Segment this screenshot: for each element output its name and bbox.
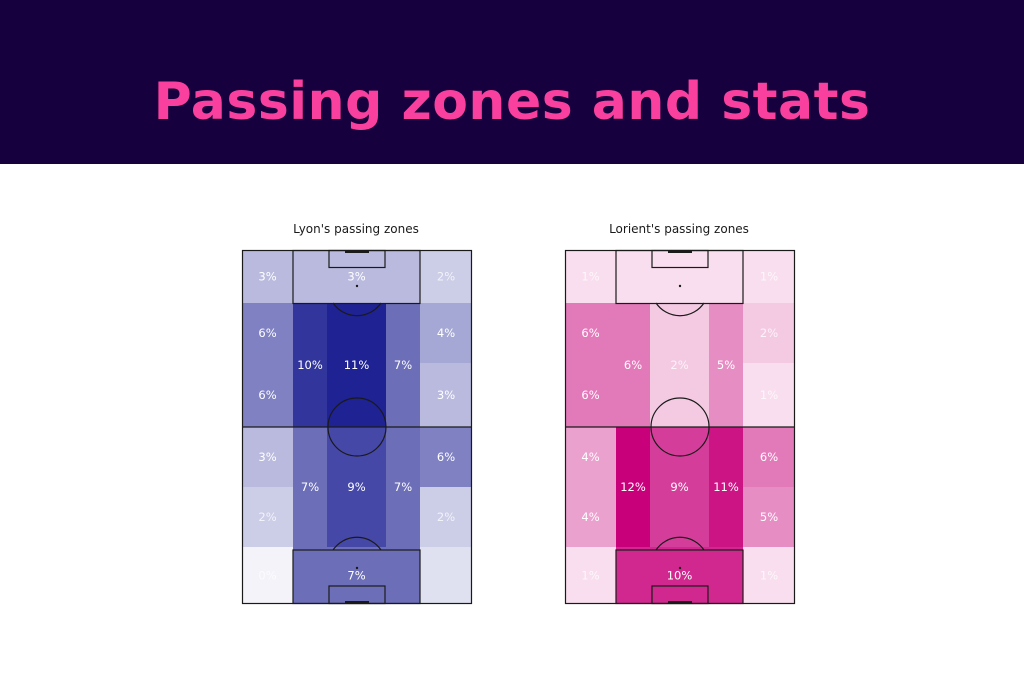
- lyon-0-zone-label: 7%: [347, 569, 365, 583]
- lorient-pitch-chart: 1% 1% 6% 2% 6% 1% 6% 2% 5% 12% 9% 11% 4% 6% 4% 5% 1% 10% 1…: [564, 249, 796, 605]
- lorient-1-bottom-penalty-spot: [678, 566, 682, 570]
- lorient-1-top-penalty-spot: [678, 284, 682, 288]
- lorient-1-zone-label: 1%: [760, 270, 778, 284]
- lorient-1-zone-bottom-half-half-space-left: [616, 427, 650, 547]
- lorient-1-zone-top-third-1-wide-right: [743, 250, 795, 303]
- lyon-0-zone-label: 4%: [437, 326, 455, 340]
- lorient-1-zone-top-third-3-wide-right: [743, 363, 795, 427]
- lorient-1-pitch-lines: [564, 249, 796, 605]
- lorient-1-zone-bottom-third-1-wide-left: [565, 427, 616, 487]
- lyon-0-zone-label: 7%: [394, 480, 412, 494]
- lyon-0-zone-label: 6%: [258, 326, 276, 340]
- lorient-1-zone-top-half-half-space-left: [616, 303, 650, 427]
- lorient-1-zone-label: 1%: [760, 388, 778, 402]
- lyon-0-zone-label: 2%: [258, 510, 276, 524]
- lyon-0-zone-label: 0%: [258, 569, 276, 583]
- lyon-0-zone-label: 2%: [437, 270, 455, 284]
- lyon-0-zone-bottom-third-2-wide-right: [420, 487, 472, 547]
- lorient-1-zone-label: 1%: [581, 270, 599, 284]
- lorient-1-centre-circle: [650, 397, 710, 457]
- lyon-pitch-chart: 3% 3% 2% 6% 4% 6% 3% 10% 11% 7% 7% 9% 7% 3% 6% 2% 2% 0% 7%: [241, 249, 473, 605]
- lorient-1-zone-top-third-1-centre: [616, 250, 743, 303]
- lyon-0-zone-bottom-third-3-wide-left: [242, 547, 293, 604]
- lyon-0-pitch-lines: [241, 249, 473, 605]
- lyon-0-zone-labels: 3% 3% 2% 6% 4% 6% 3% 10% 11% 7% 7% 9% 7% 3% 6% 2% 2% 0% 7%: [258, 270, 455, 583]
- lorient-1-zone-labels: 1% 1% 6% 2% 6% 1% 6% 2% 5% 12% 9% 11% 4% 6% 4% 5% 1% 10% 1…: [581, 270, 778, 583]
- lyon-0-zone-label: 3%: [437, 388, 455, 402]
- lorient-1-zone-label: 2%: [670, 358, 688, 372]
- lyon-0-zone-label: 6%: [258, 388, 276, 402]
- lyon-0-zone-label: 3%: [258, 450, 276, 464]
- lorient-1-zone-label: 5%: [760, 510, 778, 524]
- lyon-0-zone-bottom-third-3-wide-right: [420, 547, 472, 604]
- lyon-0-top-penalty-arc: [332, 302, 382, 317]
- lyon-0-zone-label: 3%: [258, 270, 276, 284]
- lyon-0-zone-label: 6%: [437, 450, 455, 464]
- lyon-0-zone-label: 7%: [301, 480, 319, 494]
- lorient-1-zone-top-third-2-wide-left: [565, 303, 616, 363]
- lorient-1-zones: [565, 250, 795, 604]
- lyon-0-zone-label: 2%: [437, 510, 455, 524]
- lyon-0-top-penalty-spot: [355, 284, 359, 288]
- lorient-1-zone-label: 11%: [713, 480, 739, 494]
- lyon-0-zone-top-third-3-wide-left: [242, 363, 293, 427]
- lyon-0-bottom-penalty-arc: [332, 536, 382, 551]
- lorient-1-zone-label: 10%: [667, 569, 693, 583]
- lyon-0-zone-bottom-third-1-wide-right: [420, 427, 472, 487]
- lorient-1-zone-label: 4%: [581, 510, 599, 524]
- page-title: Passing zones and stats: [153, 72, 871, 132]
- lorient-1-zone-top-third-3-wide-left: [565, 363, 616, 427]
- lyon-0-zone-top-third-1-wide-left: [242, 250, 293, 303]
- lyon-0-zone-bottom-half-half-space-left: [293, 427, 327, 547]
- lyon-0-zone-bottom-third-3-centre: [293, 547, 420, 604]
- lorient-1-zone-top-third-1-wide-left: [565, 250, 616, 303]
- lorient-1-zone-label: 6%: [581, 388, 599, 402]
- lorient-1-top-penalty-arc: [655, 302, 705, 317]
- lyon-0-zone-label: 7%: [394, 358, 412, 372]
- lyon-0-zone-top-half-half-space-right: [386, 303, 420, 427]
- lorient-1-zone-label: 6%: [760, 450, 778, 464]
- lyon-0-zone-label: 9%: [347, 480, 365, 494]
- lorient-1-zone-label: 9%: [670, 480, 688, 494]
- lyon-chart-title: Lyon's passing zones: [293, 222, 419, 236]
- lyon-0-zone-top-third-1-centre: [293, 250, 420, 303]
- lorient-1-zone-bottom-half-half-space-right: [709, 427, 743, 547]
- lyon-0-centre-circle: [327, 397, 387, 457]
- lyon-0-zone-label: 11%: [344, 358, 370, 372]
- lorient-1-zone-label: 4%: [581, 450, 599, 464]
- lyon-0-zones: [242, 250, 472, 604]
- header-banner: Passing zones and stats: [0, 0, 1024, 164]
- lorient-chart-title: Lorient's passing zones: [609, 222, 749, 236]
- lyon-0-zone-bottom-half-half-space-right: [386, 427, 420, 547]
- lorient-1-zone-bottom-third-2-wide-left: [565, 487, 616, 547]
- lorient-1-zone-bottom-third-3-centre: [616, 547, 743, 604]
- lyon-0-zone-top-third-2-wide-right: [420, 303, 472, 363]
- lorient-1-zone-top-half-half-space-right: [709, 303, 743, 427]
- lorient-1-zone-label: 6%: [624, 358, 642, 372]
- lyon-0-zone-top-third-1-wide-right: [420, 250, 472, 303]
- lorient-1-zone-label: 1%: [581, 569, 599, 583]
- lyon-0-zone-bottom-third-2-wide-left: [242, 487, 293, 547]
- lorient-1-zone-bottom-third-2-wide-right: [743, 487, 795, 547]
- lorient-1-bottom-penalty-arc: [655, 536, 705, 551]
- lyon-0-zone-label: 10%: [297, 358, 323, 372]
- lyon-0-zone-bottom-third-1-wide-left: [242, 427, 293, 487]
- lyon-0-zone-label: 3%: [347, 270, 365, 284]
- lorient-1-zone-label: 2%: [760, 326, 778, 340]
- lyon-0-zone-top-third-2-wide-left: [242, 303, 293, 363]
- lyon-0-zone-top-half-half-space-left: [293, 303, 327, 427]
- lorient-1-zone-bottom-third-3-wide-right: [743, 547, 795, 604]
- lyon-0-zone-top-third-3-wide-right: [420, 363, 472, 427]
- lyon-0-bottom-penalty-spot: [355, 566, 359, 570]
- lorient-1-zone-label: 6%: [581, 326, 599, 340]
- lorient-1-zone-top-third-2-wide-right: [743, 303, 795, 363]
- lorient-1-zone-label: 5%: [717, 358, 735, 372]
- lorient-1-zone-label: 1%: [760, 569, 778, 583]
- lorient-1-zone-bottom-third-3-wide-left: [565, 547, 616, 604]
- lorient-1-zone-bottom-third-1-wide-right: [743, 427, 795, 487]
- lorient-1-zone-label: 12%: [620, 480, 646, 494]
